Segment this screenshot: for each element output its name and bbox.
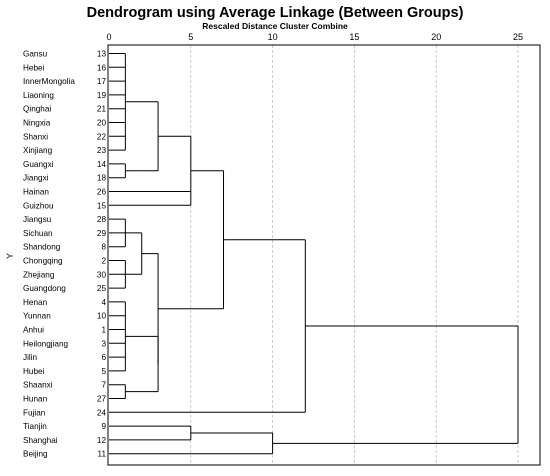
leaf-name-label: Shaanxi [23, 381, 53, 390]
leaf-name-label: Heilongjiang [23, 339, 69, 348]
leaf-case-label: 10 [97, 312, 107, 321]
leaf-name-label: Guangdong [23, 284, 66, 293]
leaf-name-label: Chongqing [23, 257, 63, 266]
leaf-name-label: Shandong [23, 243, 61, 252]
leaf-case-label: 26 [97, 188, 107, 197]
leaf-case-label: 11 [98, 450, 107, 459]
leaf-name-label: Hunan [23, 395, 48, 404]
leaf-name-label: Shanxi [23, 132, 48, 141]
leaf-name-label: Jilin [23, 353, 38, 362]
leaf-name-label: Fujian [23, 408, 46, 417]
leaf-case-label: 19 [97, 91, 107, 100]
leaf-name-label: Shanghai [23, 436, 58, 445]
leaf-case-label: 6 [101, 353, 106, 362]
leaf-case-label: 28 [97, 215, 107, 224]
leaf-name-label: Guizhou [23, 201, 54, 210]
leaf-case-label: 22 [97, 132, 107, 141]
leaf-case-label: 23 [97, 146, 107, 155]
leaf-name-label: Hubei [23, 367, 45, 376]
leaf-name-label: Jiangsu [23, 215, 52, 224]
leaf-name-label: Anhui [23, 326, 44, 335]
leaf-name-label: Xinjiang [23, 146, 53, 155]
leaf-case-label: 14 [97, 160, 107, 169]
leaf-name-label: Gansu [23, 50, 48, 59]
branches [109, 53, 519, 455]
leaf-case-label: 30 [97, 270, 107, 279]
leaf-name-label: InnerMongolia [23, 77, 75, 86]
leaf-case-label: 18 [97, 174, 107, 183]
tick-label: 15 [349, 32, 359, 42]
leaf-case-label: 20 [97, 119, 107, 128]
leaf-case-label: 27 [97, 395, 107, 404]
tick-label: 5 [188, 32, 193, 42]
leaf-name-label: Ningxia [23, 119, 51, 128]
leaf-case-label: 21 [97, 105, 107, 114]
leaf-case-label: 4 [101, 298, 106, 307]
leaf-case-label: 12 [97, 436, 107, 445]
tick-label: 10 [268, 32, 278, 42]
leaf-case-label: 24 [97, 408, 107, 417]
leaf-case-label: 9 [101, 422, 106, 431]
plot-frame [107, 44, 541, 466]
leaf-name-label: Qinghai [23, 105, 51, 114]
leaf-name-label: Hainan [23, 188, 49, 197]
leaf-name-label: Henan [23, 298, 48, 307]
leaf-case-label: 17 [97, 77, 107, 86]
leaf-case-label: 29 [97, 229, 107, 238]
leaf-name-label: Tianjin [23, 422, 47, 431]
tick-label: 0 [106, 32, 111, 42]
plot-border [107, 44, 541, 466]
leaf-name-label: Guangxi [23, 160, 54, 169]
tick-label: 20 [431, 32, 441, 42]
leaf-case-label: 13 [97, 50, 107, 59]
leaf-case-label: 15 [97, 201, 107, 210]
leaf-case-label: 3 [101, 339, 106, 348]
leaf-case-label: 25 [97, 284, 107, 293]
axis-ticks: 0 5 10 15 20 25 [106, 32, 523, 42]
leaf-case-label: 7 [101, 381, 106, 390]
grid [190, 45, 519, 465]
leaf-case-label: 2 [101, 257, 106, 266]
leaf-name-label: Sichuan [23, 229, 53, 238]
leaf-case-label: 16 [97, 63, 107, 72]
tick-label: 25 [513, 32, 523, 42]
leaf-name-label: Liaoning [23, 91, 54, 100]
leaf-case-label: 1 [101, 326, 106, 335]
leaf-name-label: Zhejiang [23, 270, 55, 279]
leaf-case-label: 8 [101, 243, 106, 252]
leaf-name-label: Jiangxi [23, 174, 49, 183]
leaf-name-label: Beijing [23, 450, 48, 459]
axis-title: Rescaled Distance Cluster Combine [202, 21, 348, 31]
leaf-name-label: Yunnan [23, 312, 51, 321]
chart-title: Dendrogram using Average Linkage (Betwee… [86, 5, 464, 21]
leaf-name-label: Hebei [23, 63, 45, 72]
leaf-case-label: 5 [101, 367, 106, 376]
